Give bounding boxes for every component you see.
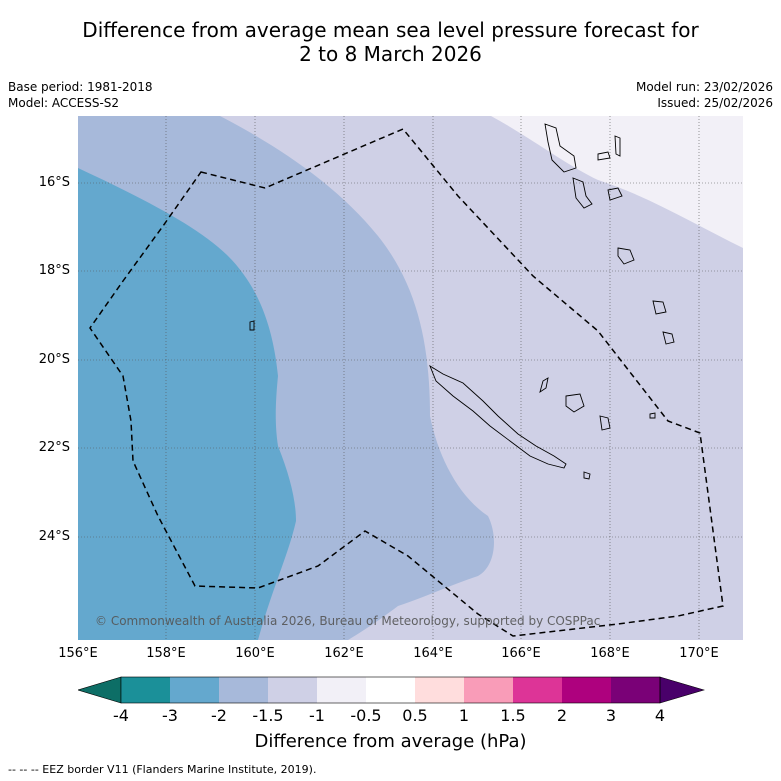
cb-label-5: -0.5 [350,706,382,725]
colorbar-seg-10 [562,677,611,703]
cb-label-0: -4 [113,706,129,725]
colorbar-extend-low [78,676,122,704]
lat-label-22s: 22°S [38,440,70,455]
vanuatu-ambrym [607,187,623,201]
cb-label-1: -3 [162,706,178,725]
lat-label-24s: 24°S [38,529,70,544]
loyalty-island-mare [599,415,611,431]
loyalty-island-lifou [565,393,585,413]
lon-label-166e: 166°E [501,646,541,661]
title-line-2: 2 to 8 March 2026 [299,42,482,66]
colorbar-extend-high [659,676,705,704]
colorbar-seg-11 [611,677,660,703]
vanuatu-maewo [597,151,611,161]
colorbar-seg-6 [366,677,415,703]
vanuatu-espiritu-santo [544,123,577,173]
lat-label-18s: 18°S [38,263,70,278]
colorbar-seg-8 [464,677,513,703]
cb-label-11: 4 [654,706,666,725]
colorbar-seg-2 [170,677,219,703]
new-caledonia-island [429,364,567,469]
lat-label-20s: 20°S [38,352,70,367]
lon-label-160e: 160°E [235,646,275,661]
colorbar-title: Difference from average (hPa) [254,731,527,752]
base-period: Base period: 1981-2018 [8,80,153,94]
meta-left: Base period: 1981-2018 Model: ACCESS-S2 [8,79,153,111]
colorbar [78,676,705,704]
vanuatu-erromango [652,300,667,315]
cb-label-10: 3 [605,706,617,725]
lon-label-168e: 168°E [590,646,630,661]
cb-label-7: 1 [458,706,470,725]
cb-label-6: 0.5 [402,706,428,725]
colorbar-seg-1 [121,677,170,703]
vanuatu-tanna [662,331,675,345]
model-run: Model run: 23/02/2026 [635,80,773,94]
title-line-1: Difference from average mean sea level p… [82,18,699,42]
colorbar-seg-3 [219,677,268,703]
colorbar-frame [120,676,661,704]
lon-label-170e: 170°E [679,646,719,661]
grid-lines [78,116,743,640]
copyright-notice: © Commonwealth of Australia 2026, Bureau… [95,614,601,628]
vanuatu-efate [617,247,635,265]
chesterfield-islet [249,320,255,331]
vanuatu-malakula [572,177,593,209]
cb-label-8: 1.5 [500,706,526,725]
vanuatu-pentecost [614,135,621,157]
band-minus-1 [491,116,743,248]
walpole-island [649,412,656,419]
colorbar-seg-9 [513,677,562,703]
lon-label-164e: 164°E [413,646,453,661]
issued-date: Issued: 25/02/2026 [657,96,773,110]
meta-right: Model run: 23/02/2026 Issued: 25/02/2026 [636,79,773,111]
lon-label-162e: 162°E [324,646,364,661]
colorbar-seg-5 [317,677,366,703]
cb-label-9: 2 [556,706,568,725]
chart-title: Difference from average mean sea level p… [0,18,781,66]
colorbar-seg-7 [415,677,464,703]
band-minus-3 [78,168,296,640]
cb-label-3: -1.5 [252,706,284,725]
lat-label-16s: 16°S [38,175,70,190]
loyalty-island-ouvea [539,377,549,394]
lon-label-156e: 156°E [58,646,98,661]
map-panel [78,116,743,640]
eez-legend-note: -- -- -- EEZ border V11 (Flanders Marine… [8,763,317,776]
model-name: Model: ACCESS-S2 [8,96,120,110]
cb-label-4: -1 [309,706,325,725]
cb-label-2: -2 [211,706,227,725]
isle-of-pines [583,471,591,480]
lon-label-158e: 158°E [146,646,186,661]
colorbar-seg-4 [268,677,317,703]
